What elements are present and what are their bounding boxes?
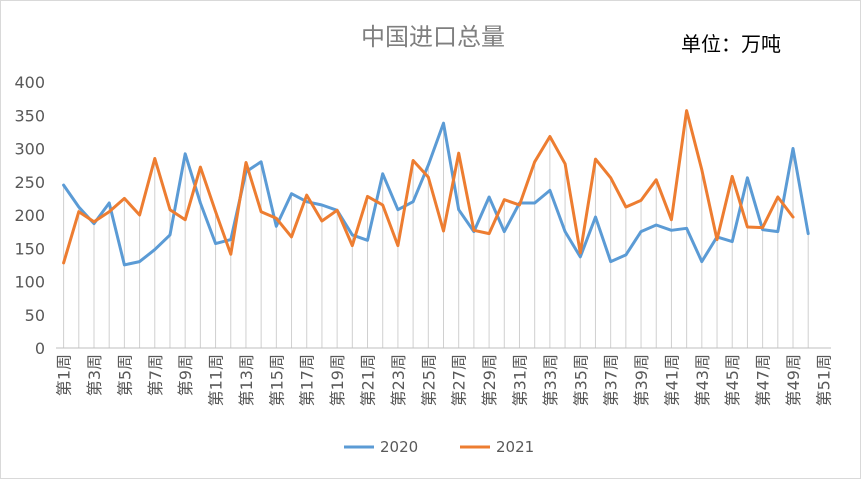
y-tick-label: 200 [14, 206, 45, 225]
x-tick-label: 第27周 [450, 354, 469, 406]
unit-label: 单位：万吨 [681, 32, 781, 56]
series-line-2020 [62, 121, 810, 267]
y-tick-label: 300 [14, 140, 45, 159]
x-tick-label: 第9周 [176, 354, 195, 396]
x-tick-label: 第5周 [115, 354, 134, 396]
x-tick-label: 第47周 [754, 354, 773, 406]
x-tick-label: 第11周 [207, 354, 226, 406]
x-tick-label: 第19周 [328, 354, 347, 406]
x-tick-label: 第21周 [359, 354, 378, 406]
x-tick-label: 第3周 [85, 354, 104, 396]
x-tick-label: 第37周 [602, 354, 621, 406]
y-tick-label: 50 [25, 306, 45, 325]
x-tick-label: 第7周 [146, 354, 165, 396]
x-tick-label: 第15周 [267, 354, 286, 406]
x-tick-label: 第1周 [55, 354, 74, 396]
x-tick-label: 第39周 [632, 354, 651, 406]
x-tick-label: 第43周 [693, 354, 712, 406]
legend: 2020 2021 [344, 438, 534, 456]
x-tick-label: 第51周 [814, 354, 833, 406]
x-tick-label: 第25周 [419, 354, 438, 406]
y-axis-ticks: 0 50 100 150 200 250 300 350 400 [14, 73, 45, 358]
x-tick-label: 第31周 [510, 354, 529, 406]
x-tick-label: 第33周 [541, 354, 560, 406]
x-tick-label: 第35周 [571, 354, 590, 406]
y-tick-label: 400 [14, 73, 45, 92]
drop-lines [63, 110, 809, 348]
x-tick-label: 第23周 [389, 354, 408, 406]
x-tick-label: 第29周 [480, 354, 499, 406]
chart-title: 中国进口总量 [361, 23, 505, 51]
y-tick-label: 350 [14, 106, 45, 125]
x-tick-label: 第13周 [237, 354, 256, 406]
legend-label-2021: 2021 [496, 438, 534, 456]
x-tick-label: 第49周 [784, 354, 803, 406]
series-line-2021 [62, 109, 795, 265]
y-tick-label: 100 [14, 273, 45, 292]
y-tick-label: 150 [14, 239, 45, 258]
x-tick-label: 第17周 [298, 354, 317, 406]
legend-label-2020: 2020 [380, 438, 418, 456]
x-tick-label: 第41周 [662, 354, 681, 406]
x-tick-label: 第45周 [723, 354, 742, 406]
series-layer [62, 109, 810, 267]
y-tick-label: 250 [14, 173, 45, 192]
x-axis-ticks: 第1周 第3周 第5周 第7周 第9周 第11周 第13周 第15周 第17周 第19周 第21周第… [55, 354, 834, 406]
header: 中国进口总量 单位：万吨 [361, 23, 781, 56]
y-tick-label: 0 [35, 339, 45, 358]
